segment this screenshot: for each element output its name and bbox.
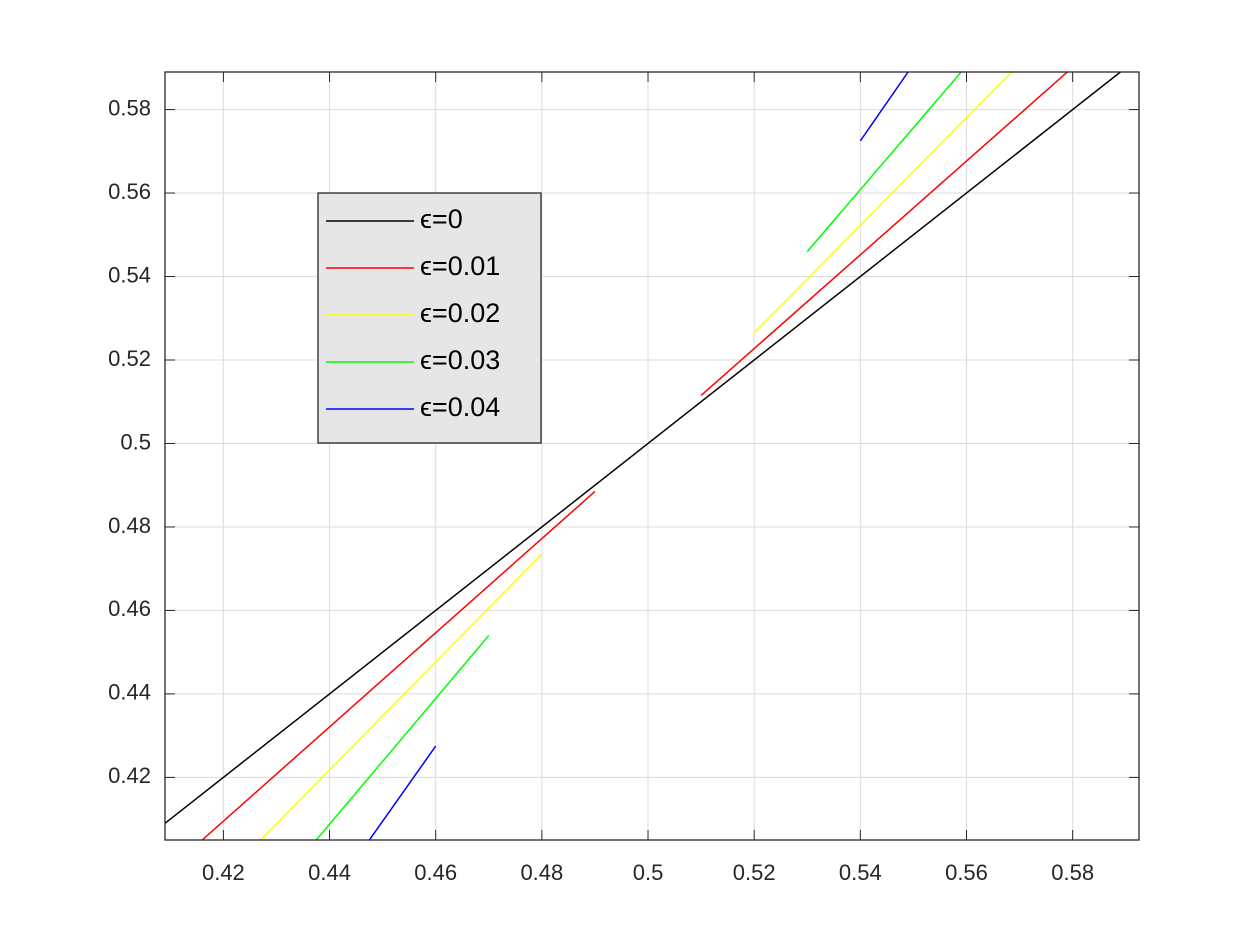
series-line xyxy=(201,72,1068,840)
y-tick-label: 0.56 xyxy=(108,179,151,204)
y-tick-label: 0.48 xyxy=(108,513,151,538)
x-tick-label: 0.46 xyxy=(414,860,457,885)
x-tick-label: 0.42 xyxy=(202,860,245,885)
legend: ϵ=0 ϵ=0.01 ϵ=0.02 ϵ=0.03 ϵ=0.04 xyxy=(317,192,542,444)
legend-label: ϵ=0.01 xyxy=(420,251,500,281)
x-tick-label: 0.5 xyxy=(633,860,664,885)
y-tick-label: 0.44 xyxy=(108,680,151,705)
legend-label: ϵ=0.02 xyxy=(420,298,500,328)
y-tick-label: 0.46 xyxy=(108,596,151,621)
y-tick-label: 0.5 xyxy=(120,429,151,454)
series-line xyxy=(315,72,962,840)
y-tick-label: 0.52 xyxy=(108,346,151,371)
x-tick-label: 0.56 xyxy=(945,860,988,885)
y-tick-label: 0.54 xyxy=(108,262,151,287)
series-line xyxy=(260,72,1013,840)
series-line xyxy=(165,72,1121,824)
legend-label: ϵ=0.04 xyxy=(420,392,500,422)
x-tick-label: 0.54 xyxy=(839,860,882,885)
axes-box xyxy=(164,71,1140,841)
y-tick-label: 0.42 xyxy=(108,763,151,788)
legend-box xyxy=(317,192,542,444)
x-tick-label: 0.48 xyxy=(520,860,563,885)
plot-area xyxy=(165,72,1139,840)
legend-label: ϵ=0 xyxy=(420,204,463,234)
x-tick-label: 0.58 xyxy=(1051,860,1094,885)
x-tick-label: 0.52 xyxy=(733,860,776,885)
series-line xyxy=(368,72,909,840)
legend-label: ϵ=0.03 xyxy=(420,345,500,375)
x-tick-label: 0.44 xyxy=(308,860,351,885)
y-tick-label: 0.58 xyxy=(108,95,151,120)
